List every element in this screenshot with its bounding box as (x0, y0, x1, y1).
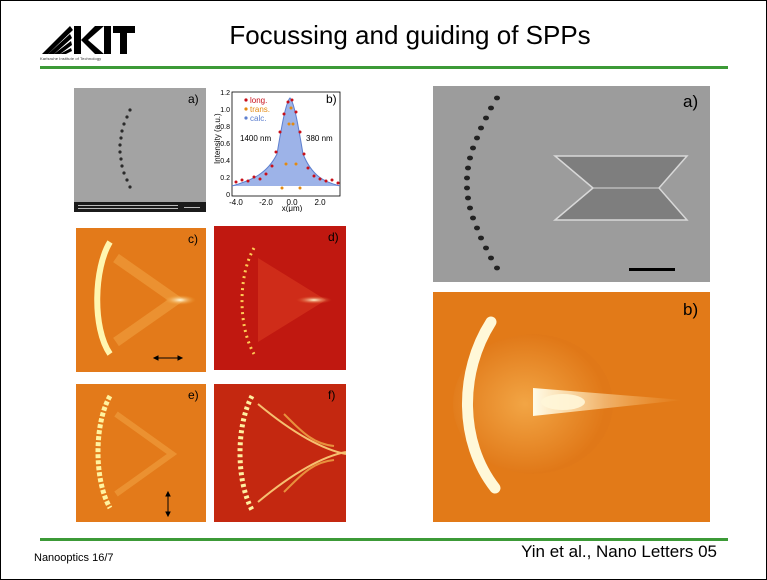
legend-long: long. (250, 96, 267, 105)
panel-label-small-d: d) (328, 230, 339, 244)
panel-label-large-b: b) (683, 300, 699, 319)
field-map-e: e) (76, 384, 206, 522)
sem-image-small: a) (74, 88, 206, 212)
footer-lecture-label: Nanooptics 16/7 (34, 552, 114, 564)
slide-title: Focussing and guiding of SPPs (229, 20, 591, 50)
legend-trans: trans. (250, 105, 270, 114)
xtick: -2.0 (259, 198, 273, 207)
xtick: 2.0 (314, 198, 326, 207)
ytick: 1.0 (220, 107, 230, 114)
ytick: 0.6 (220, 141, 230, 148)
y-axis-label: Intensity (a.u.) (213, 113, 222, 164)
xtick: 0.0 (286, 198, 298, 207)
panel-label-small-e: e) (188, 388, 199, 402)
annot-380nm: 380 nm (306, 134, 333, 143)
panel-label-small-f: f) (328, 388, 336, 402)
panel-label-small-a: a) (188, 92, 199, 106)
field-map-d: d) (214, 226, 346, 370)
ytick: 0 (226, 192, 230, 199)
intensity-plot: long. trans. calc. 1400 nm 380 nm 1.2 1.… (212, 84, 344, 212)
field-map-large: b) (433, 292, 710, 522)
kit-logo (42, 26, 135, 54)
ytick: 1.2 (220, 90, 230, 97)
panel-label-large-a: a) (683, 92, 699, 111)
ytick: 0.8 (220, 124, 230, 131)
x-axis-label: x(μm) (282, 204, 303, 212)
panel-label-small-c: c) (188, 232, 198, 246)
sem-image-large: a) (433, 86, 710, 282)
bottom-divider (40, 538, 728, 541)
ytick: 0.4 (220, 158, 230, 165)
field-map-c: c) (76, 228, 206, 372)
xtick: -4.0 (229, 198, 243, 207)
logo-subtitle: Karlsruhe Institute of Technology (40, 56, 102, 61)
legend-calc: calc. (250, 114, 266, 123)
top-divider (40, 66, 728, 69)
ytick: 0.2 (220, 175, 230, 182)
field-map-f: f) (214, 384, 346, 522)
panel-label-small-b: b) (326, 92, 337, 106)
footer-citation: Yin et al., Nano Letters 05 (521, 542, 717, 561)
annot-1400nm: 1400 nm (240, 134, 271, 143)
